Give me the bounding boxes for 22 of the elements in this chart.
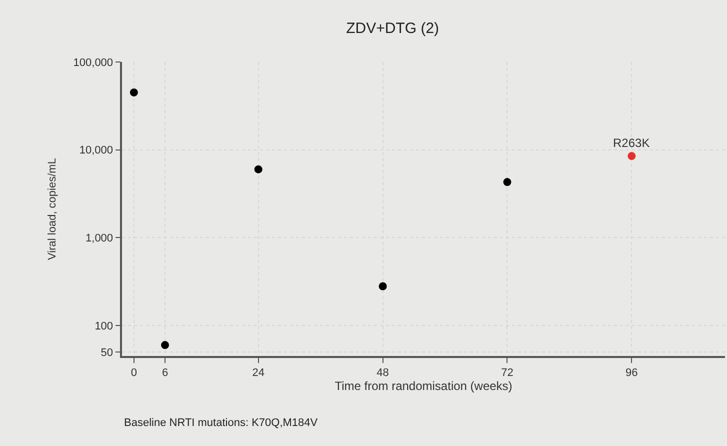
point xyxy=(503,178,512,186)
x-tick-label: 6 xyxy=(162,366,168,379)
x-tick-label: 72 xyxy=(501,366,514,379)
y-tick-label: 10,000 xyxy=(79,144,114,157)
x-axis-title: Time from randomisation (weeks) xyxy=(334,378,512,393)
y-tick-label: 100 xyxy=(94,320,114,332)
x-tick-label: 48 xyxy=(376,366,389,379)
y-axis-title: Viral load, copies/mL xyxy=(46,158,58,260)
point xyxy=(254,165,262,174)
annotation: R263K xyxy=(613,136,650,150)
y-tick-label: 100,000 xyxy=(73,56,114,69)
text: Baseline NRTI mutations: K70Q,M184V xyxy=(124,417,318,429)
chart-title: ZDV+DTG (2) xyxy=(346,20,440,37)
point xyxy=(161,341,170,350)
y-tick-label: 50 xyxy=(100,346,114,359)
x-tick-label: 0 xyxy=(130,366,137,379)
point xyxy=(628,152,636,160)
y-tick-label: 1,000 xyxy=(86,232,114,245)
point xyxy=(378,282,387,290)
point xyxy=(130,88,138,96)
x-tick-label: 24 xyxy=(252,366,264,379)
x-tick-label: 96 xyxy=(626,366,638,379)
